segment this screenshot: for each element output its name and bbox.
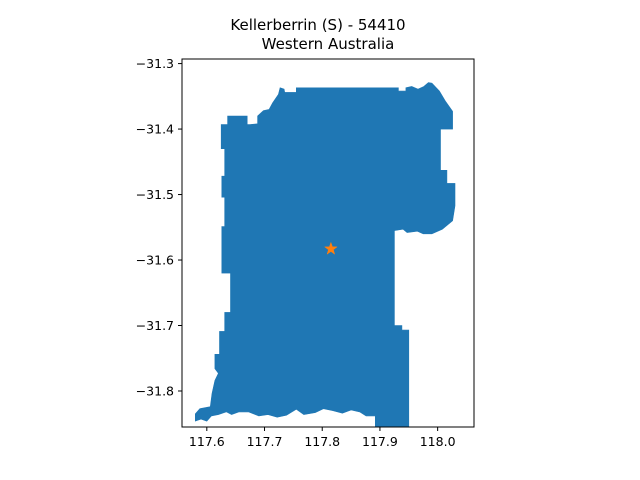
title-line-1: Kellerberrin (S) - 54410	[230, 16, 405, 34]
x-tick-label: 117.9	[362, 434, 398, 449]
y-axis: −31.3 −31.4 −31.5 −31.6 −31.7 −31.8	[136, 56, 182, 398]
y-tick-label: −31.5	[136, 187, 174, 202]
title-line-2: Western Australia	[262, 35, 395, 53]
marker-layer	[323, 241, 338, 255]
region-layer	[195, 82, 456, 428]
location-star-marker	[323, 241, 338, 255]
axes-frame	[181, 58, 475, 428]
y-tick-label: −31.7	[136, 318, 174, 333]
x-axis: 117.6 117.7 117.8 117.9 118.0	[189, 427, 456, 449]
x-tick-label: 117.7	[247, 434, 283, 449]
y-tick-label: −31.8	[136, 383, 174, 398]
y-tick-label: −31.3	[136, 56, 174, 71]
plot-area	[181, 58, 475, 428]
y-tick-label: −31.4	[136, 122, 174, 137]
x-tick-label: 117.8	[304, 434, 340, 449]
region-shape	[195, 82, 456, 428]
y-tick-label: −31.6	[136, 253, 174, 268]
x-tick-label: 118.0	[420, 434, 456, 449]
x-tick-label: 117.6	[189, 434, 225, 449]
